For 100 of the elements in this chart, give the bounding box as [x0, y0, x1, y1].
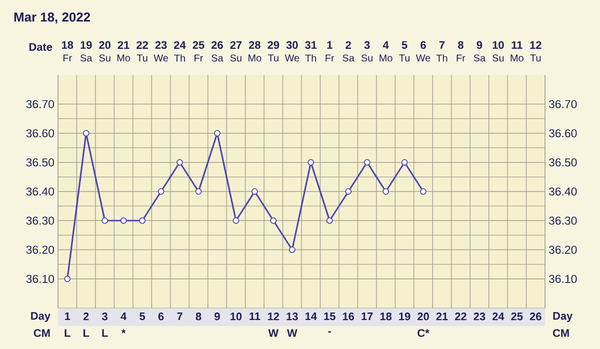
text: Su — [99, 54, 110, 62]
text: Tu — [136, 54, 148, 62]
text: 7 — [439, 41, 445, 49]
text: 27 — [230, 41, 242, 49]
text: We — [284, 54, 300, 62]
text: 1 — [327, 41, 332, 49]
y-tick-label: 36.30 — [26, 216, 54, 225]
point — [345, 188, 352, 195]
y2-tick-label: 36.30 — [548, 216, 577, 225]
x-tick-label: 7 — [177, 312, 182, 320]
text: Day — [553, 312, 573, 322]
text: 21 — [118, 41, 130, 49]
x-tick-label: 22 — [455, 312, 466, 320]
text: * — [121, 329, 126, 334]
text: 20 — [99, 41, 110, 49]
x-tick-label: 25 — [511, 312, 523, 320]
text: 11 — [512, 41, 522, 49]
text: 4 — [382, 41, 389, 49]
point — [139, 217, 146, 224]
point — [176, 159, 183, 166]
text: 22 — [136, 41, 148, 49]
x-tick-label: 26 — [530, 312, 542, 320]
point — [195, 188, 202, 195]
text: 28 — [248, 41, 260, 49]
text: Tu — [530, 54, 541, 62]
y-tick-label: 36.10 — [26, 274, 54, 283]
x-tick-label: 17 — [362, 312, 373, 320]
x-tick-label: 11 — [250, 312, 260, 320]
text: Sa — [80, 54, 92, 62]
text: Fr — [63, 54, 72, 62]
text: 8 — [458, 41, 464, 49]
text: 19 — [80, 41, 92, 49]
text: Su — [361, 54, 372, 62]
text: 10 — [492, 41, 504, 49]
point — [102, 217, 108, 224]
y-tick-label: 36.70 — [26, 100, 54, 108]
point — [82, 130, 90, 136]
x-tick-label: 19 — [399, 312, 410, 320]
y2-tick-label: 36.40 — [548, 187, 577, 196]
x-tick-label: 6 — [158, 312, 164, 320]
x-tick-label: 4 — [120, 312, 127, 320]
y2-tick-label: 36.50 — [548, 158, 577, 166]
text: Th — [436, 54, 448, 62]
x-tick-label: 5 — [140, 312, 146, 320]
text: Su — [230, 54, 242, 62]
text: Mo — [510, 54, 524, 62]
text: 2 — [346, 41, 351, 49]
y-tick-label: 36.60 — [26, 129, 54, 138]
point — [232, 217, 240, 224]
x-tick-label: 12 — [268, 312, 280, 320]
text: L — [83, 329, 90, 337]
text: Th — [305, 54, 316, 62]
x-tick-label: 9 — [214, 312, 220, 320]
text: 23 — [155, 41, 167, 49]
text: 26 — [212, 41, 223, 49]
x-tick-label: 24 — [492, 312, 504, 320]
y2-tick-label: 36.70 — [548, 100, 577, 108]
point — [120, 217, 127, 224]
text: 31 — [305, 41, 317, 49]
text: C* — [418, 329, 430, 337]
x-tick-label: 15 — [324, 312, 336, 320]
text: Fr — [456, 54, 466, 62]
point — [382, 188, 390, 195]
text: 24 — [174, 41, 186, 49]
point — [364, 159, 370, 166]
text: Mo — [380, 54, 392, 62]
text: L — [102, 329, 108, 337]
text: - — [328, 331, 331, 333]
y2-tick-label: 36.20 — [548, 246, 577, 254]
x-axis-title: Day — [31, 312, 50, 322]
text: W — [286, 329, 298, 337]
text: Fr — [194, 54, 204, 62]
text: 29 — [268, 41, 280, 49]
point — [288, 246, 296, 253]
x-tick-label: 14 — [305, 312, 317, 320]
y2-tick-label: 36.10 — [548, 274, 577, 283]
text: CM — [34, 329, 50, 337]
x-tick-label: 8 — [196, 312, 202, 320]
text: Date — [29, 43, 52, 51]
point — [158, 188, 164, 195]
y-tick-label: 36.40 — [26, 187, 54, 196]
text: We — [154, 54, 168, 62]
y-tick-label: 36.50 — [26, 158, 54, 166]
chart-title: Mar 18, 2022 — [14, 12, 90, 24]
text: Sa — [342, 54, 354, 62]
text: We — [416, 54, 430, 62]
point — [270, 217, 277, 224]
x-tick-label: 21 — [436, 312, 448, 320]
x-tick-label: 23 — [474, 312, 486, 320]
x-tick-label: 1 — [65, 312, 70, 320]
text: Su — [492, 54, 504, 62]
text: Mo — [248, 54, 262, 62]
text: Tu — [268, 54, 278, 62]
text: Fr — [326, 54, 334, 62]
point — [214, 130, 220, 136]
y-tick-label: 36.20 — [26, 246, 54, 254]
text: W — [268, 329, 279, 337]
point — [251, 188, 258, 195]
point — [420, 188, 426, 195]
text: 30 — [286, 41, 298, 49]
